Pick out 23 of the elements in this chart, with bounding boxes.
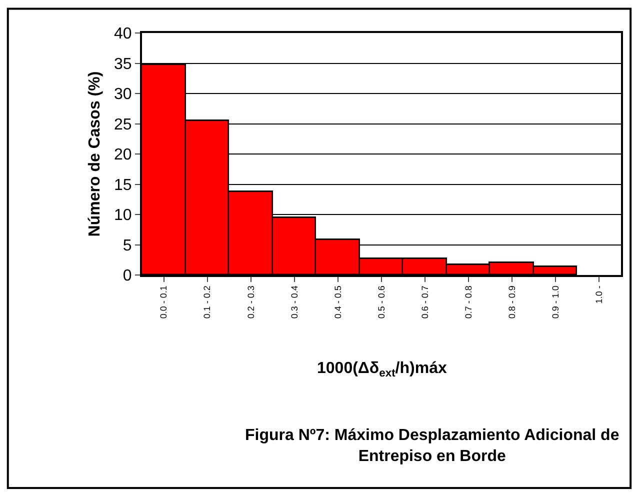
x-axis-title: 1000(Δδ$_{ext}$/h)máx xyxy=(317,360,447,380)
x-tick-label: 0.0 - 0.1 xyxy=(158,286,169,319)
y-tick-label: 20 xyxy=(114,146,132,164)
x-tick-label: 0.4 - 0.5 xyxy=(332,286,343,319)
text: Figura Nº7: Máximo Desplazamiento Adicional de Entrepiso en Borde xyxy=(245,427,620,465)
x-tick-label: 0.2 - 0.3 xyxy=(246,286,256,319)
y-tick-label: 0 xyxy=(122,268,132,285)
x-tick-label: 0.1 - 0.2 xyxy=(202,286,212,319)
y-tick-label: 15 xyxy=(114,176,132,194)
x-tick-label: 0.7 - 0.8 xyxy=(464,286,474,319)
y-tick-label: 40 xyxy=(114,26,132,43)
y-tick-label: 35 xyxy=(114,56,132,73)
y-tick-label: 5 xyxy=(122,237,132,254)
y-tick-label: 10 xyxy=(114,207,132,224)
x-tick-label: 0.9 - 1.0 xyxy=(550,286,561,319)
y-tick-label: 25 xyxy=(114,116,132,134)
x-tick-label: 0.5 - 0.6 xyxy=(376,286,386,319)
x-tick-label: 0.3 - 0.4 xyxy=(289,286,300,319)
y-axis-title: Número de Casos (%) xyxy=(86,71,104,237)
x-tick-label: 1.0 - xyxy=(594,286,604,304)
x-tick-label: 0.6 - 0.7 xyxy=(420,286,430,319)
y-tick-label: 30 xyxy=(114,86,132,104)
x-tick-label: 0.8 - 0.9 xyxy=(507,286,518,319)
